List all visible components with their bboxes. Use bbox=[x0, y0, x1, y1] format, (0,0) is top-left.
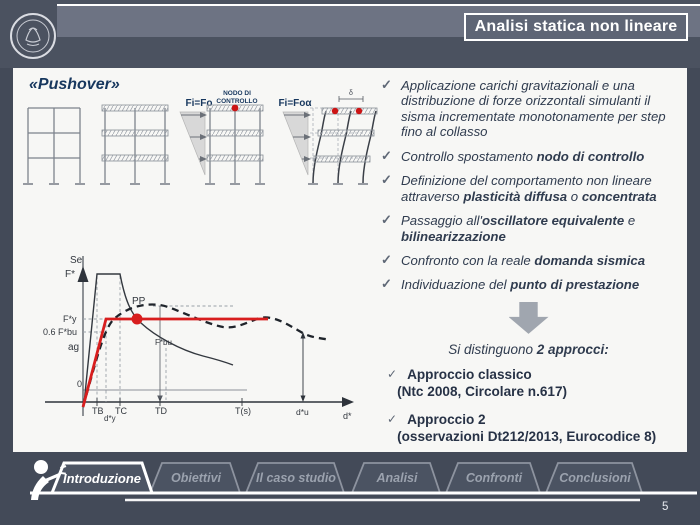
deformed-node-dot-2 bbox=[355, 107, 363, 115]
tab-label-confronti[interactable]: Confronti bbox=[466, 471, 523, 485]
label-fy: F*y bbox=[63, 314, 77, 324]
du-arrow-top bbox=[300, 332, 306, 339]
header-divider bbox=[57, 4, 700, 6]
bullet-item: ✓ Confronto con la reale domanda sismica bbox=[381, 251, 646, 268]
frame-with-slabs bbox=[100, 104, 170, 185]
presenter-icon bbox=[31, 460, 67, 500]
bullet-item: ✓ Controllo spostamento nodo di controll… bbox=[381, 147, 645, 164]
tick-dy: d*y bbox=[104, 414, 116, 423]
page-title-text: Analisi statica non lineare bbox=[474, 18, 678, 35]
frame-deformed: δ bbox=[308, 90, 378, 185]
bullet-item: ✓ Applicazione carichi gravitazionali e … bbox=[381, 77, 666, 140]
tab-label-obiettivi[interactable]: Obiettivi bbox=[171, 471, 222, 485]
control-node-label-2: CONTROLLO bbox=[216, 98, 257, 105]
label-fbu: F*bu bbox=[155, 338, 172, 347]
bullet-list: ✓ Applicazione carichi gravitazionali e … bbox=[381, 77, 676, 457]
approaches-intro: Si distinguono 2 approcci: bbox=[448, 341, 609, 357]
label-dstar: d* bbox=[343, 411, 352, 421]
control-node-dot bbox=[231, 104, 239, 112]
tab-label-il-caso-studio[interactable]: Il caso studio bbox=[256, 471, 336, 485]
check-icon: ✓ bbox=[381, 172, 392, 188]
check-icon: ✓ bbox=[381, 147, 392, 163]
load-triangle-scaled bbox=[282, 111, 311, 176]
approach-detail: (Ntc 2008, Circolare n.617) bbox=[397, 383, 568, 399]
label-06fbu: 0.6 F*bu bbox=[43, 327, 77, 337]
label-ag: ag bbox=[68, 342, 79, 353]
pushover-heading: «Pushover» bbox=[29, 76, 120, 93]
tick-tc: TC bbox=[115, 406, 127, 416]
tick-tb: TB bbox=[92, 406, 104, 416]
check-icon: ✓ bbox=[381, 276, 392, 292]
tab-label-introduzione[interactable]: Introduzione bbox=[63, 471, 141, 486]
capacity-spectrum-chart: Se F* F*y 0.6 F*bu ag 0 PP F*bu TB d*y T… bbox=[43, 255, 354, 423]
label-se: Se bbox=[70, 255, 83, 266]
performance-point-dot bbox=[131, 313, 143, 325]
control-node-label-1: NODO DI bbox=[223, 90, 251, 97]
check-icon: ✓ bbox=[381, 77, 392, 92]
axis-ticks bbox=[96, 398, 243, 406]
bilinear-curve bbox=[81, 317, 268, 408]
frame-control-node bbox=[205, 104, 265, 185]
load-triangle-initial bbox=[179, 111, 207, 176]
approach-item: ✓ Approccio classico (Ntc 2008, Circolar… bbox=[381, 367, 676, 401]
label-zero: 0 bbox=[77, 379, 82, 389]
x-axis-arrow bbox=[342, 397, 354, 407]
y-axis-arrow bbox=[77, 266, 89, 282]
label-pp: PP bbox=[132, 296, 146, 307]
deformed-node-dot-1 bbox=[331, 107, 339, 115]
bullet-item: ✓ Individuazione del punto di prestazion… bbox=[381, 276, 640, 293]
content-panel: «Pushover» bbox=[13, 68, 687, 452]
page-number: 5 bbox=[662, 501, 668, 513]
tick-td: TD bbox=[155, 406, 167, 416]
down-arrow-icon bbox=[508, 301, 549, 334]
du-arrow-bottom bbox=[300, 395, 306, 402]
pushover-frames-diagram: Fi=Fo NODO DI CONTROLLO Fi=Foα bbox=[23, 90, 378, 185]
frame-bare bbox=[23, 107, 85, 185]
header-bar: Analisi statica non lineare bbox=[0, 0, 700, 68]
bullet-item: ✓ Definizione del comportamento non line… bbox=[381, 172, 657, 204]
tab-label-conclusioni[interactable]: Conclusioni bbox=[559, 471, 631, 485]
force-label-initial: Fi=Fo bbox=[186, 98, 213, 109]
page-title: Analisi statica non lineare bbox=[464, 13, 688, 41]
tick-ts: T(s) bbox=[235, 406, 251, 416]
force-label-scaled: Fi=Foα bbox=[278, 98, 312, 109]
demand-spectrum-curve bbox=[83, 273, 234, 405]
approach-item: ✓ Approccio 2 (osservazioni Dt212/2013, … bbox=[381, 412, 676, 446]
delta-dimension bbox=[338, 96, 364, 102]
bullet-item: ✓ Passaggio all'oscillatore equivalente … bbox=[381, 212, 636, 244]
label-fstar: F* bbox=[65, 269, 75, 280]
check-icon: ✓ bbox=[387, 366, 398, 381]
approach-name: Approccio 2 bbox=[407, 411, 486, 427]
capacity-curve bbox=[81, 303, 331, 408]
check-icon: ✓ bbox=[387, 411, 398, 426]
university-logo-icon bbox=[10, 13, 56, 59]
footer-nav: Introduzione Obiettivi Il caso studio An… bbox=[30, 460, 697, 513]
tick-du: d*u bbox=[296, 407, 309, 417]
tab-label-analisi[interactable]: Analisi bbox=[376, 471, 419, 485]
approach-name: Approccio classico bbox=[407, 366, 532, 382]
delta-label: δ bbox=[349, 90, 353, 97]
approach-detail: (osservazioni Dt212/2013, Eurocodice 8) bbox=[397, 428, 657, 444]
check-icon: ✓ bbox=[381, 212, 392, 228]
check-icon: ✓ bbox=[381, 251, 392, 267]
